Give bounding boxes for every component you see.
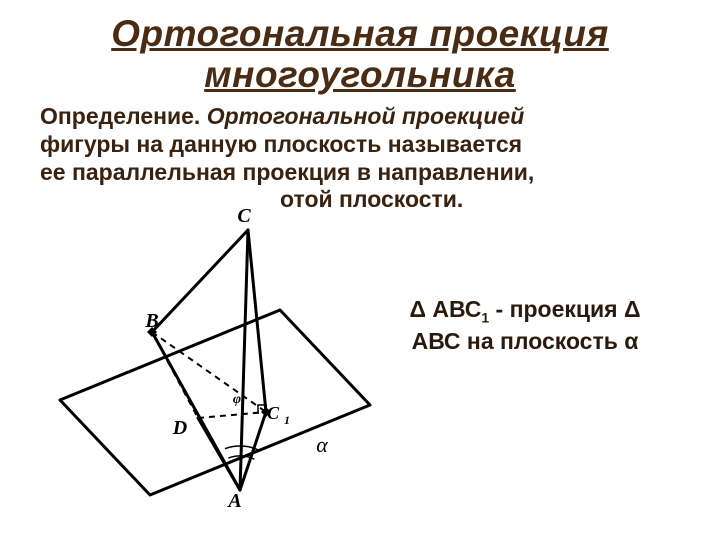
slide-title: Ортогональная проекция многоугольника xyxy=(0,0,720,101)
caption-mid: - проекция Δ xyxy=(489,296,640,322)
projection-caption: Δ АВС1 - проекция Δ АВС на плоскость α xyxy=(360,295,690,356)
svg-text:B: B xyxy=(144,310,158,332)
svg-text:C: C xyxy=(267,403,280,423)
caption-line2: АВС на плоскость α xyxy=(412,328,639,354)
slide: Ортогональная проекция многоугольника Оп… xyxy=(0,0,720,540)
geometry-diagram: CBC1ADφα xyxy=(30,200,390,510)
svg-text:C: C xyxy=(237,205,251,227)
caption-sub: 1 xyxy=(481,310,489,326)
title-line2: многоугольника xyxy=(204,54,516,95)
definition-body-2: ее параллельная проекция в направлении, xyxy=(40,159,534,185)
svg-text:A: A xyxy=(226,490,241,510)
definition-term: Ортогональной проекцией xyxy=(207,103,525,129)
svg-text:1: 1 xyxy=(284,413,290,427)
definition-label: Определение. xyxy=(40,103,200,129)
svg-text:D: D xyxy=(172,417,187,439)
caption-prefix: Δ АВС xyxy=(409,296,481,322)
title-line1: Ортогональная проекция xyxy=(111,13,609,54)
svg-text:φ: φ xyxy=(233,392,241,407)
svg-text:α: α xyxy=(316,432,328,457)
definition-body-1: фигуры на данную плоскость называется xyxy=(40,131,522,157)
definition-block: Определение. Ортогональной проекцией фиг… xyxy=(0,101,720,213)
